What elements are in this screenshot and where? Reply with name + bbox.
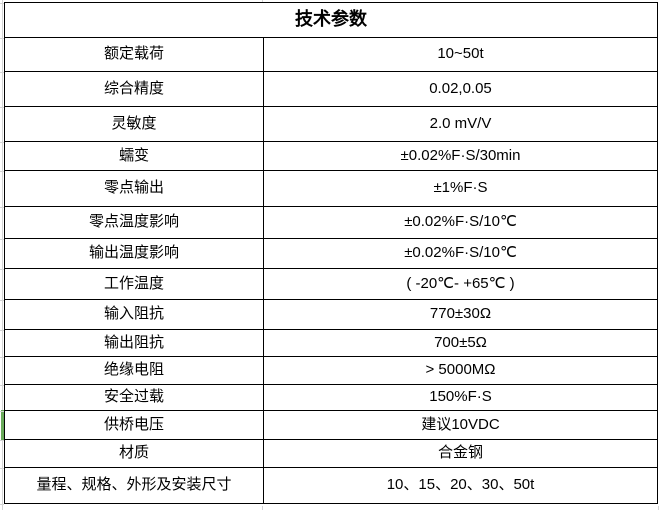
spec-label: 量程、规格、外形及安装尺寸 — [4, 467, 264, 504]
gridline-tick — [0, 300, 4, 301]
table-row: 零点温度影响 ±0.02%F·S/10℃ — [4, 206, 658, 239]
table-title: 技术参数 — [4, 2, 658, 38]
spec-label: 蠕变 — [4, 141, 264, 171]
gridline-stub-bottom-center — [262, 506, 263, 510]
table-row: 绝缘电阻 > 5000MΩ — [4, 356, 658, 385]
spec-label: 灵敏度 — [4, 106, 264, 142]
spec-value: 2.0 mV/V — [263, 106, 658, 142]
table-row: 材质 合金钢 — [4, 439, 658, 468]
gridline-tick — [0, 504, 4, 505]
spec-label: 输出温度影响 — [4, 238, 264, 269]
gridline-tick — [0, 72, 4, 73]
spec-label: 安全过载 — [4, 384, 264, 411]
gridline-tick — [0, 411, 4, 412]
spec-value: 合金钢 — [263, 439, 658, 468]
spec-value: > 5000MΩ — [263, 356, 658, 385]
spec-label: 综合精度 — [4, 71, 264, 107]
spec-label: 输出阻抗 — [4, 329, 264, 357]
spec-value: 150%F·S — [263, 384, 658, 411]
table-row: 额定载荷 10~50t — [4, 37, 658, 72]
gridline-tick — [0, 171, 4, 172]
table-row: 零点输出 ±1%F·S — [4, 170, 658, 207]
gridline-tick — [0, 3, 4, 4]
spec-value: ±1%F·S — [263, 170, 658, 207]
spec-label: 零点温度影响 — [4, 206, 264, 239]
spec-value: ±0.02%F·S/10℃ — [263, 238, 658, 269]
spec-value: 10~50t — [263, 37, 658, 72]
spec-value: 0.02,0.05 — [263, 71, 658, 107]
gridline-tick — [0, 239, 4, 240]
table-row: 量程、规格、外形及安装尺寸 10、15、20、30、50t — [4, 467, 658, 504]
table-row: 灵敏度 2.0 mV/V — [4, 106, 658, 142]
spec-value: 700±5Ω — [263, 329, 658, 357]
table-row: 输入阻抗 770±30Ω — [4, 299, 658, 330]
table-row: 输出温度影响 ±0.02%F·S/10℃ — [4, 238, 658, 269]
table-row: 技术参数 — [4, 2, 658, 38]
gridline-tick — [0, 142, 4, 143]
spec-value: ( -20℃- +65℃ ) — [263, 268, 658, 300]
table-row: 综合精度 0.02,0.05 — [4, 71, 658, 107]
spec-label: 工作温度 — [4, 268, 264, 300]
gridline-stub-bottom-right — [658, 506, 659, 510]
table-row: 安全过载 150%F·S — [4, 384, 658, 411]
gridline-tick — [0, 468, 4, 469]
table-row: 蠕变 ±0.02%F·S/30min — [4, 141, 658, 171]
gridline-tick — [0, 38, 4, 39]
left-margin-gridline — [2, 0, 3, 510]
spec-value: 10、15、20、30、50t — [263, 467, 658, 504]
spec-label: 供桥电压 — [4, 410, 264, 440]
spec-label: 输入阻抗 — [4, 299, 264, 330]
spec-label: 材质 — [4, 439, 264, 468]
spec-value: 建议10VDC — [263, 410, 658, 440]
spec-label: 零点输出 — [4, 170, 264, 207]
gridline-tick — [0, 357, 4, 358]
spec-value: ±0.02%F·S/30min — [263, 141, 658, 171]
gridline-tick — [0, 207, 4, 208]
spec-value: 770±30Ω — [263, 299, 658, 330]
gridline-stub-top — [262, 0, 263, 3]
spec-label: 绝缘电阻 — [4, 356, 264, 385]
spec-value: ±0.02%F·S/10℃ — [263, 206, 658, 239]
gridline-tick — [0, 385, 4, 386]
gridline-tick — [0, 269, 4, 270]
table-row: 工作温度 ( -20℃- +65℃ ) — [4, 268, 658, 300]
table-row: 供桥电压 建议10VDC — [4, 410, 658, 440]
spec-label: 额定载荷 — [4, 37, 264, 72]
gridline-tick — [0, 440, 4, 441]
row-marker — [1, 410, 4, 441]
gridline-tick — [0, 107, 4, 108]
spec-table: 技术参数 额定载荷 10~50t 综合精度 0.02,0.05 灵敏度 2.0 … — [4, 2, 658, 504]
table-row: 输出阻抗 700±5Ω — [4, 329, 658, 357]
gridline-tick — [0, 330, 4, 331]
